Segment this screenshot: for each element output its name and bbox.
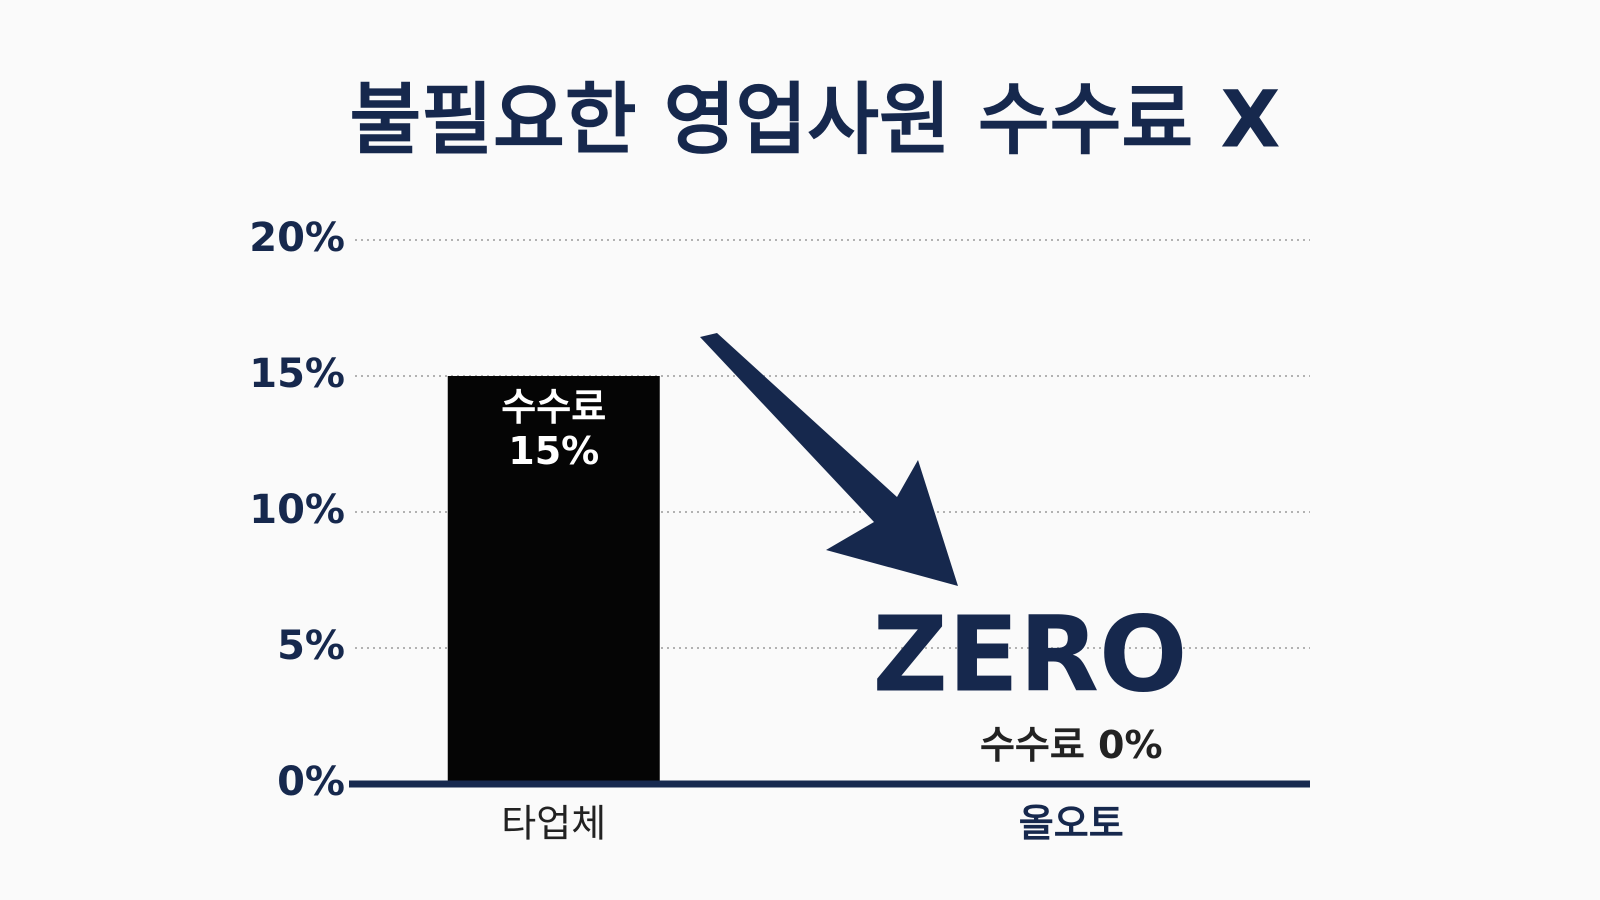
annotation: ZERO [873,593,1188,715]
chart-title: 불필요한 영업사원 수수료 X [350,75,1281,165]
x-tick-label: 타업체 [501,802,606,846]
value-label: 수수료 0% [979,723,1163,767]
y-tick-label: 5% [277,623,345,669]
y-tick-label: 0% [277,759,345,805]
y-tick-label: 10% [249,487,345,533]
y-tick-label: 15% [249,351,345,397]
y-tick-label: 20% [249,215,345,261]
value-label: 수수료 15% [501,385,607,473]
bar [447,376,660,784]
x-tick-label: 올오토 [1019,802,1124,846]
arrow [700,333,958,586]
